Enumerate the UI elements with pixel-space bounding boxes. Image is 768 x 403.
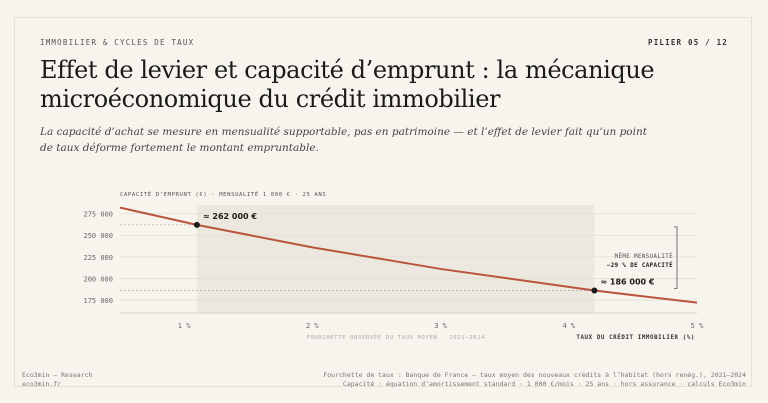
y-tick-label: 175 000	[83, 297, 113, 305]
shaded-rate-range	[196, 205, 595, 313]
pillar-counter: PILIER 05 / 12	[647, 38, 728, 47]
x-tick-label: 3 %	[434, 322, 447, 330]
page-subtitle: La capacité d’achat se mesure en mensual…	[40, 126, 647, 154]
y-tick-label: 225 000	[83, 254, 113, 262]
data-point-label: ≈ 262 000 €	[203, 212, 257, 221]
page-title: Effet de levier et capacité d’emprunt : …	[40, 56, 655, 113]
x-tick-label: 1 %	[178, 322, 191, 330]
bracket-annotation-line	[674, 226, 678, 289]
shaded-range-label: FOURCHETTE OBSERVÉE DU TAUX MOYEN · 2021…	[306, 333, 485, 341]
footer-site-link[interactable]: eco3min.fr	[22, 380, 62, 388]
x-axis-label: TAUX DU CRÉDIT IMMOBILIER (%)	[576, 333, 695, 341]
x-tick-label: 5 %	[691, 322, 704, 330]
footer-source-rates: Fourchette de taux : Banque de France — …	[323, 371, 746, 379]
content-frame	[14, 17, 752, 387]
bracket-annotation-line1: MÊME MENSUALITÉ	[615, 252, 673, 260]
x-tick-label: 4 %	[562, 322, 575, 330]
footer-source-capacity: Capacité : équation d’amortissement stan…	[342, 380, 746, 388]
data-point-marker	[591, 287, 598, 294]
capacity-line	[119, 206, 698, 304]
y-tick-label: 200 000	[83, 275, 113, 283]
x-tick-label: 2 %	[306, 322, 319, 330]
kicker: IMMOBILIER & CYCLES DE TAUX	[40, 38, 195, 47]
bracket-annotation-line2: −29 % DE CAPACITÉ	[607, 261, 673, 269]
data-point-marker	[193, 221, 200, 228]
footer-brand: Eco3min — Research	[22, 371, 93, 379]
y-tick-label: 275 000	[83, 211, 113, 219]
data-point-label: ≈ 186 000 €	[600, 278, 654, 287]
footer-left: Eco3min — Research eco3min.fr	[22, 371, 92, 389]
chart-title: CAPACITÉ D’EMPRUNT (€) · MENSUALITÉ 1 00…	[120, 190, 326, 198]
footer-sources: Fourchette de taux : Banque de France — …	[323, 371, 746, 389]
y-tick-label: 250 000	[83, 232, 113, 240]
